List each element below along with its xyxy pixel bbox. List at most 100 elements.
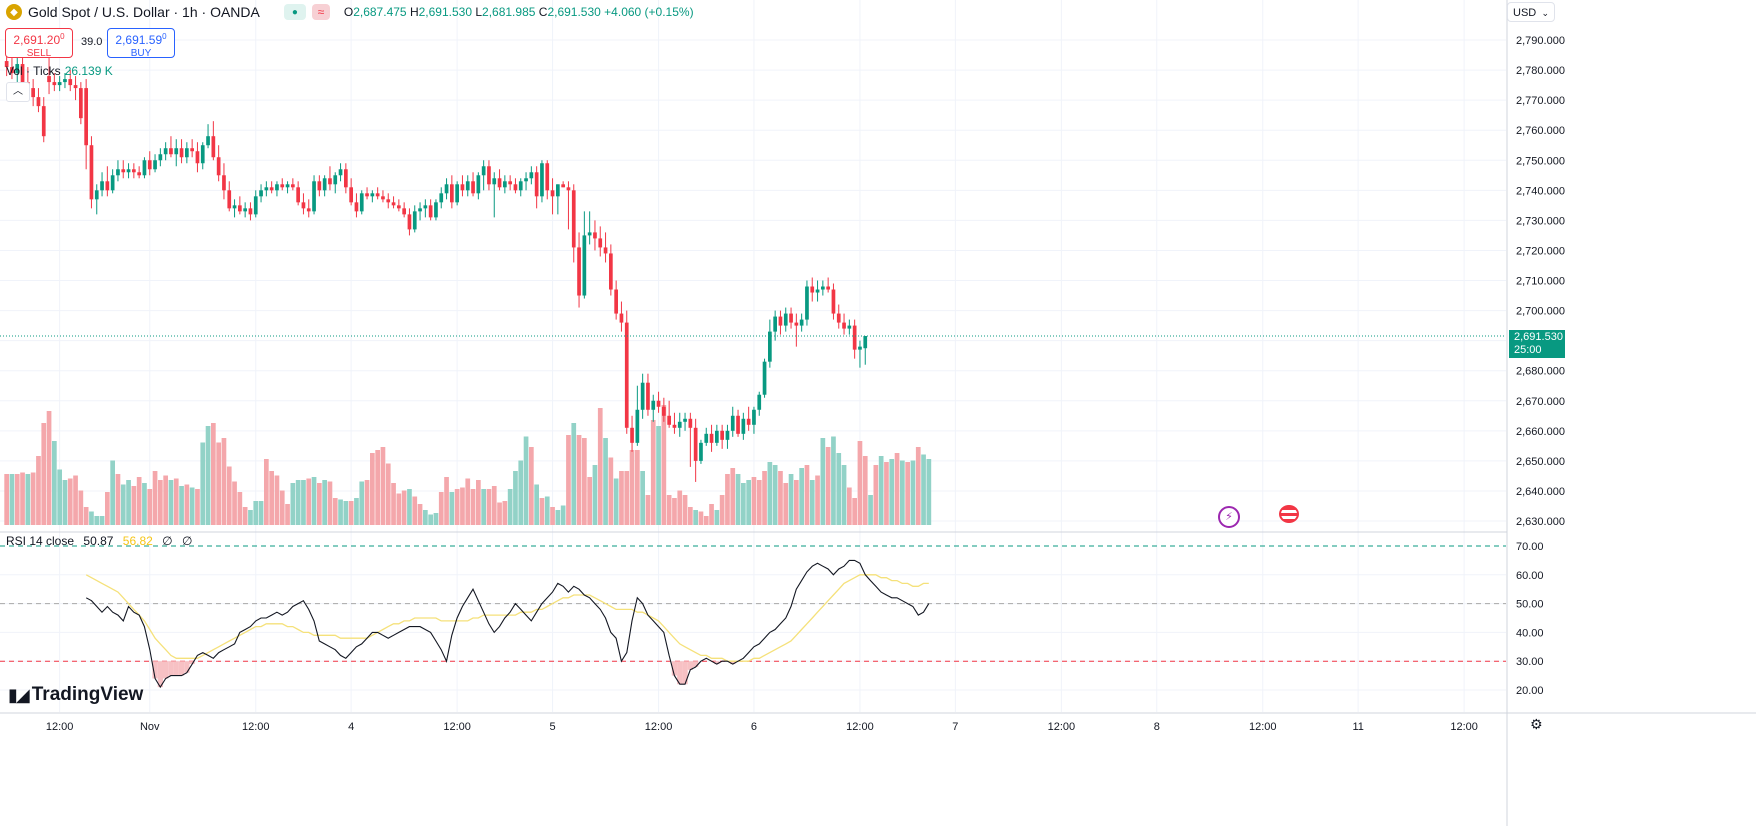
candle-body bbox=[455, 184, 459, 203]
candle-body bbox=[52, 82, 57, 86]
price-tick-label: 2,730.000 bbox=[1516, 215, 1565, 227]
volume-bar bbox=[831, 436, 836, 525]
time-tick-label: 12:00 bbox=[645, 721, 673, 733]
candle-body bbox=[301, 202, 306, 209]
volume-bar bbox=[693, 510, 698, 525]
volume-bar bbox=[703, 516, 709, 525]
time-tick-label: 12:00 bbox=[846, 721, 874, 733]
volume-bar bbox=[799, 468, 804, 525]
candle-body bbox=[185, 148, 189, 158]
volume-bar bbox=[322, 480, 327, 525]
candle-body bbox=[736, 415, 740, 434]
volume-bar bbox=[868, 495, 873, 525]
candle-body bbox=[534, 172, 539, 197]
volume-bar bbox=[131, 486, 137, 525]
candle-body bbox=[444, 184, 449, 194]
candle-body bbox=[434, 202, 438, 218]
candle-body bbox=[15, 64, 20, 74]
volume-bar bbox=[486, 489, 492, 525]
volume-bar bbox=[274, 475, 280, 525]
candle-body bbox=[428, 205, 433, 218]
candle-body bbox=[386, 199, 391, 203]
volume-bar bbox=[582, 438, 587, 525]
candle-body bbox=[518, 181, 523, 191]
candle-body bbox=[269, 187, 274, 191]
volume-bar bbox=[417, 504, 423, 525]
candle-body bbox=[815, 289, 820, 293]
volume-bar bbox=[905, 462, 910, 525]
volume-bar bbox=[878, 456, 884, 525]
candle-body bbox=[253, 196, 258, 215]
candle-body bbox=[328, 178, 332, 185]
us-flag-event-icon[interactable] bbox=[1279, 505, 1299, 523]
candle-body bbox=[296, 187, 300, 203]
volume-bar bbox=[25, 474, 31, 525]
volume-legend[interactable]: Vol · Ticks 26.139 K bbox=[6, 64, 113, 78]
volume-bar bbox=[332, 498, 338, 525]
volume-bar bbox=[158, 480, 163, 525]
volume-bar bbox=[682, 495, 688, 525]
price-tick-label: 2,710.000 bbox=[1516, 276, 1565, 288]
candle-body bbox=[36, 97, 41, 107]
volume-bar bbox=[857, 441, 863, 525]
candle-body bbox=[169, 148, 173, 155]
last-price-label: 2,691.530 25:00 bbox=[1509, 330, 1565, 358]
volume-bar bbox=[624, 471, 630, 525]
candle-body bbox=[858, 346, 862, 350]
time-tick-label: 12:00 bbox=[1450, 721, 1478, 733]
candle-body bbox=[31, 88, 35, 98]
candle-body bbox=[683, 418, 687, 422]
candle-body bbox=[598, 238, 603, 248]
volume-bar bbox=[566, 435, 571, 525]
collapse-chevron-icon[interactable]: ︿ bbox=[6, 82, 30, 102]
candle-body bbox=[243, 208, 247, 212]
rsi-legend[interactable]: RSI 14 close 50.87 56.82 ∅ ∅ bbox=[6, 534, 193, 548]
volume-bar bbox=[327, 481, 333, 525]
volume-bar bbox=[232, 481, 237, 525]
volume-bar bbox=[115, 474, 121, 525]
candle-body bbox=[810, 286, 815, 293]
volume-bar bbox=[640, 471, 645, 525]
candle-body bbox=[291, 184, 295, 188]
candle-body bbox=[640, 382, 645, 410]
indicator-wave-icon[interactable]: ≈ bbox=[311, 4, 330, 20]
currency-select[interactable]: USD ⌄ bbox=[1507, 2, 1555, 22]
rsi-tick-label: 50.00 bbox=[1516, 599, 1544, 611]
volume-bar bbox=[428, 514, 433, 525]
volume-bar bbox=[9, 474, 15, 525]
volume-bars bbox=[4, 405, 932, 525]
volume-bar bbox=[120, 484, 126, 525]
volume-bar bbox=[772, 465, 778, 525]
market-status-icon[interactable]: ● bbox=[283, 4, 306, 20]
candle-body bbox=[312, 181, 316, 212]
volume-bar bbox=[152, 471, 158, 525]
volume-bar bbox=[497, 502, 502, 525]
volume-bar bbox=[20, 472, 25, 525]
candle-body bbox=[344, 169, 348, 188]
gear-icon[interactable]: ⚙ bbox=[1530, 716, 1543, 732]
grid-lines bbox=[0, 0, 1506, 712]
sell-button[interactable]: 2,691.200 SELL bbox=[5, 28, 73, 59]
candle-body bbox=[805, 286, 809, 320]
event-lightning-icon[interactable]: ⚡ bbox=[1218, 506, 1240, 528]
candle-body bbox=[89, 145, 94, 200]
candle-body bbox=[450, 184, 454, 203]
candle-body bbox=[418, 208, 422, 212]
symbol-title[interactable]: Gold Spot / U.S. Dollar · 1h · OANDA bbox=[28, 4, 260, 20]
volume-bar bbox=[539, 498, 545, 525]
volume-bar bbox=[359, 481, 365, 525]
buy-button[interactable]: 2,691.590 BUY bbox=[107, 28, 175, 59]
candle-body bbox=[831, 289, 836, 314]
volume-bar bbox=[285, 504, 290, 525]
time-tick-label: 8 bbox=[1154, 721, 1160, 733]
volume-bar bbox=[592, 465, 598, 525]
volume-bar bbox=[783, 483, 789, 525]
candle-body bbox=[465, 181, 470, 191]
candle-body bbox=[116, 169, 120, 176]
rsi-line bbox=[85, 559, 930, 689]
volume-bar bbox=[385, 463, 391, 525]
volume-bar bbox=[311, 477, 317, 525]
candle-body bbox=[773, 316, 777, 332]
price-tick-label: 2,630.000 bbox=[1516, 516, 1565, 528]
